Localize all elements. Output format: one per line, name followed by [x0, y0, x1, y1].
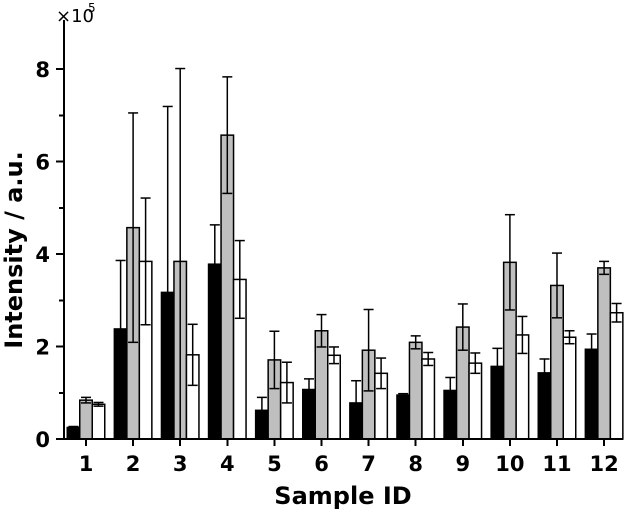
error-bar-sample-12-series-2: [599, 260, 610, 276]
x-tick-label-5: 5: [267, 452, 282, 476]
error-bar-sample-2-series-1: [115, 259, 126, 399]
y-tick-label-4: 4: [35, 243, 50, 267]
error-bar-sample-3-series-3: [187, 323, 198, 387]
y-tick-label-8: 8: [35, 58, 50, 82]
error-bar-sample-12-series-1: [586, 333, 597, 366]
bar-sample-11-series-3: [562, 336, 577, 440]
x-tick-label-10: 10: [495, 452, 524, 476]
bar-sample-12-series-2: [597, 267, 612, 440]
bar-sample-1-series-3: [91, 403, 106, 440]
error-bar-sample-4-series-2: [222, 76, 233, 195]
x-tick-label-4: 4: [220, 452, 235, 476]
x-tick-label-11: 11: [542, 452, 571, 476]
x-tick-label-9: 9: [455, 452, 470, 476]
x-tick-label-2: 2: [126, 452, 141, 476]
x-tick-label-6: 6: [314, 452, 329, 476]
y-tick-label-0: 0: [35, 428, 50, 452]
error-bar-sample-8-series-1: [398, 392, 409, 398]
x-tick-label-1: 1: [79, 452, 94, 476]
error-bar-sample-4-series-1: [209, 224, 220, 305]
error-bar-sample-9-series-2: [457, 303, 468, 351]
y-tick-label-2: 2: [35, 336, 50, 360]
error-bar-sample-9-series-1: [445, 376, 456, 405]
error-bar-sample-2-series-2: [128, 112, 139, 344]
bars-layer: [66, 134, 624, 440]
error-bar-sample-1-series-3: [93, 401, 104, 407]
bar-sample-12-series-3: [609, 311, 624, 440]
error-bar-sample-11-series-3: [564, 330, 575, 345]
x-tick-label-12: 12: [589, 452, 618, 476]
error-bar-sample-5-series-3: [281, 361, 292, 404]
error-bar-sample-11-series-2: [552, 252, 562, 319]
error-bar-sample-8-series-2: [410, 335, 421, 350]
y-axis-scale-multiplier: ×10 5: [56, 1, 96, 27]
error-bar-sample-6-series-1: [304, 378, 314, 401]
error-bar-sample-12-series-3: [611, 302, 622, 323]
error-bars-layer: [68, 67, 622, 440]
error-bar-sample-4-series-3: [234, 239, 245, 320]
error-bar-sample-6-series-2: [316, 313, 327, 348]
bar-sample-8-series-1: [396, 394, 411, 440]
x-ticks: 1 2 3 4 5 6 7 8 9 10 11 12: [79, 439, 619, 476]
error-bar-sample-7-series-1: [351, 379, 362, 426]
error-bar-sample-5-series-1: [256, 396, 267, 425]
bar-sample-8-series-2: [408, 341, 423, 440]
error-bar-sample-1-series-2: [81, 396, 91, 404]
x-tick-label-7: 7: [361, 452, 376, 476]
bar-sample-1-series-2: [79, 399, 93, 440]
x-tick-label-3: 3: [173, 452, 188, 476]
bar-sample-6-series-3: [327, 354, 341, 440]
error-bar-sample-7-series-3: [376, 357, 387, 390]
error-bar-sample-11-series-1: [539, 358, 550, 388]
y-tick-label-6: 6: [35, 151, 50, 175]
y-axis-title: Intensity / a.u.: [0, 151, 28, 348]
y-ticks: 0 2 4 6 8: [35, 58, 64, 452]
axes-layer: [63, 20, 623, 440]
error-bar-sample-2-series-3: [140, 197, 151, 326]
x-tick-label-8: 8: [408, 452, 423, 476]
bar-sample-9-series-3: [468, 362, 483, 440]
scale-multiplier-label: ×10: [56, 6, 94, 27]
bar-sample-1-series-1: [66, 426, 81, 440]
error-bar-sample-7-series-2: [363, 308, 374, 392]
scale-exponent-label: 5: [88, 1, 96, 15]
error-bar-sample-1-series-1: [68, 425, 79, 430]
error-bar-sample-6-series-3: [329, 346, 339, 365]
error-bar-sample-5-series-2: [269, 330, 280, 390]
error-bar-sample-8-series-3: [423, 351, 434, 367]
error-bar-sample-9-series-3: [470, 352, 481, 375]
x-axis-title: Sample ID: [274, 482, 411, 510]
error-bar-sample-10-series-1: [492, 347, 503, 386]
error-bar-sample-10-series-3: [517, 315, 528, 355]
error-bar-sample-10-series-2: [504, 213, 515, 311]
bar-sample-8-series-3: [421, 358, 436, 440]
